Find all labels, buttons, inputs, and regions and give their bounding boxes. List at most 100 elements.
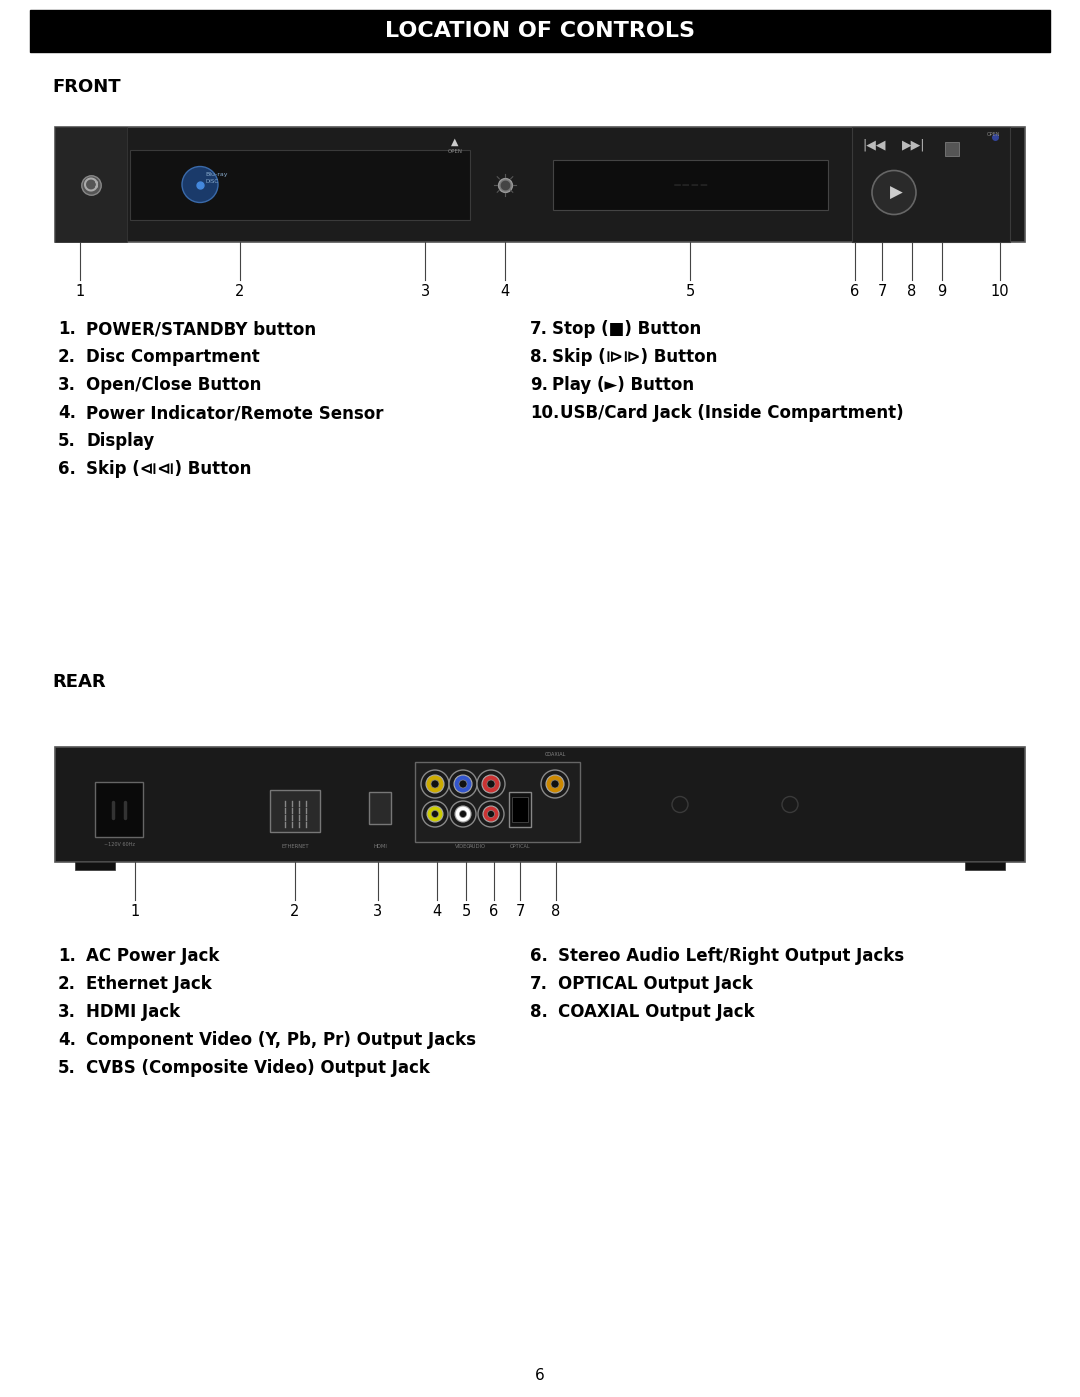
- Text: OPEN: OPEN: [986, 131, 1000, 137]
- Text: 7.: 7.: [530, 320, 548, 338]
- Text: HDMI: HDMI: [373, 845, 387, 849]
- Text: 4.: 4.: [58, 404, 76, 422]
- Circle shape: [454, 775, 472, 793]
- Circle shape: [478, 800, 504, 827]
- Circle shape: [551, 780, 559, 788]
- Text: LOCATION OF CONTROLS: LOCATION OF CONTROLS: [384, 21, 696, 41]
- Circle shape: [450, 800, 476, 827]
- Text: 6.: 6.: [530, 947, 548, 965]
- Text: DISC: DISC: [205, 179, 218, 184]
- Bar: [553, 159, 828, 210]
- Text: COAXIAL: COAXIAL: [544, 753, 566, 757]
- Text: 7.: 7.: [530, 975, 548, 993]
- Text: COAXIAL Output Jack: COAXIAL Output Jack: [558, 1003, 755, 1021]
- Text: 8: 8: [552, 904, 561, 919]
- Text: 2.: 2.: [58, 348, 76, 366]
- Text: ▶▶|: ▶▶|: [902, 138, 926, 151]
- Text: 7: 7: [515, 904, 525, 919]
- Circle shape: [183, 166, 218, 203]
- Circle shape: [449, 770, 477, 798]
- Text: ----: ----: [672, 172, 708, 197]
- Text: VIDEO: VIDEO: [455, 845, 471, 849]
- Circle shape: [427, 806, 443, 821]
- Text: Disc Compartment: Disc Compartment: [86, 348, 260, 366]
- Text: 2: 2: [235, 284, 245, 299]
- Text: 3: 3: [420, 284, 430, 299]
- Text: Stop (■) Button: Stop (■) Button: [552, 320, 701, 338]
- Text: POWER/STANDBY button: POWER/STANDBY button: [86, 320, 316, 338]
- Text: 1: 1: [76, 284, 84, 299]
- Bar: [270, 789, 320, 833]
- Circle shape: [483, 806, 499, 821]
- Text: Ethernet Jack: Ethernet Jack: [86, 975, 212, 993]
- Text: 7: 7: [877, 284, 887, 299]
- Circle shape: [421, 770, 449, 798]
- Text: ▲: ▲: [451, 137, 459, 147]
- Bar: [415, 761, 580, 842]
- Text: REAR: REAR: [52, 673, 106, 692]
- Circle shape: [459, 810, 467, 817]
- Bar: [55, 747, 1025, 862]
- Text: 6.: 6.: [58, 460, 76, 478]
- Text: 3.: 3.: [58, 1003, 76, 1021]
- Text: 3: 3: [374, 904, 382, 919]
- Text: 9.: 9.: [530, 376, 548, 394]
- Circle shape: [459, 780, 467, 788]
- Text: 9: 9: [937, 284, 947, 299]
- Text: Skip (⧏⧏) Button: Skip (⧏⧏) Button: [86, 460, 252, 478]
- Text: Open/Close Button: Open/Close Button: [86, 376, 261, 394]
- Text: Component Video (Y, Pb, Pr) Output Jacks: Component Video (Y, Pb, Pr) Output Jacks: [86, 1031, 476, 1049]
- Circle shape: [487, 810, 495, 817]
- Text: 10: 10: [990, 284, 1010, 299]
- Text: 10.: 10.: [530, 404, 559, 422]
- Bar: [852, 127, 1010, 242]
- Bar: [509, 792, 531, 827]
- Text: 5: 5: [686, 284, 694, 299]
- Text: 6: 6: [850, 284, 860, 299]
- Text: 8: 8: [907, 284, 917, 299]
- Text: ~120V 60Hz: ~120V 60Hz: [104, 841, 135, 847]
- Bar: [55, 127, 1025, 242]
- Text: USB/Card Jack (Inside Compartment): USB/Card Jack (Inside Compartment): [561, 404, 904, 422]
- Text: 1.: 1.: [58, 947, 76, 965]
- Circle shape: [541, 770, 569, 798]
- Bar: [966, 862, 1005, 870]
- Text: 1: 1: [131, 904, 139, 919]
- Text: 6: 6: [535, 1368, 545, 1383]
- Text: AUDIO: AUDIO: [469, 845, 486, 849]
- Text: 4: 4: [500, 284, 510, 299]
- Text: OPEN: OPEN: [447, 149, 462, 154]
- Text: Display: Display: [86, 432, 154, 450]
- Text: 2.: 2.: [58, 975, 76, 993]
- Text: OPTICAL: OPTICAL: [510, 845, 530, 849]
- Circle shape: [487, 780, 495, 788]
- Bar: [55, 127, 127, 242]
- Circle shape: [782, 796, 798, 813]
- Text: FRONT: FRONT: [52, 78, 121, 96]
- Circle shape: [422, 800, 448, 827]
- Text: 3.: 3.: [58, 376, 76, 394]
- Bar: [75, 862, 114, 870]
- Text: |◀◀: |◀◀: [862, 138, 886, 151]
- Bar: [130, 149, 470, 219]
- Text: OPTICAL Output Jack: OPTICAL Output Jack: [558, 975, 753, 993]
- Text: Skip (⧐⧐) Button: Skip (⧐⧐) Button: [552, 348, 717, 366]
- Text: CVBS (Composite Video) Output Jack: CVBS (Composite Video) Output Jack: [86, 1059, 430, 1077]
- Text: ▶: ▶: [890, 183, 903, 201]
- Text: 8.: 8.: [530, 1003, 548, 1021]
- Circle shape: [477, 770, 505, 798]
- Text: Power Indicator/Remote Sensor: Power Indicator/Remote Sensor: [86, 404, 383, 422]
- Text: 4.: 4.: [58, 1031, 76, 1049]
- Circle shape: [432, 810, 438, 817]
- Text: 5.: 5.: [58, 432, 76, 450]
- Bar: [30, 10, 1050, 52]
- Text: 1.: 1.: [58, 320, 76, 338]
- Circle shape: [431, 780, 438, 788]
- Bar: [512, 798, 528, 821]
- Circle shape: [482, 775, 500, 793]
- Text: 4: 4: [432, 904, 442, 919]
- Text: Play (►) Button: Play (►) Button: [552, 376, 694, 394]
- Text: HDMI Jack: HDMI Jack: [86, 1003, 180, 1021]
- Text: 5: 5: [461, 904, 471, 919]
- Circle shape: [426, 775, 444, 793]
